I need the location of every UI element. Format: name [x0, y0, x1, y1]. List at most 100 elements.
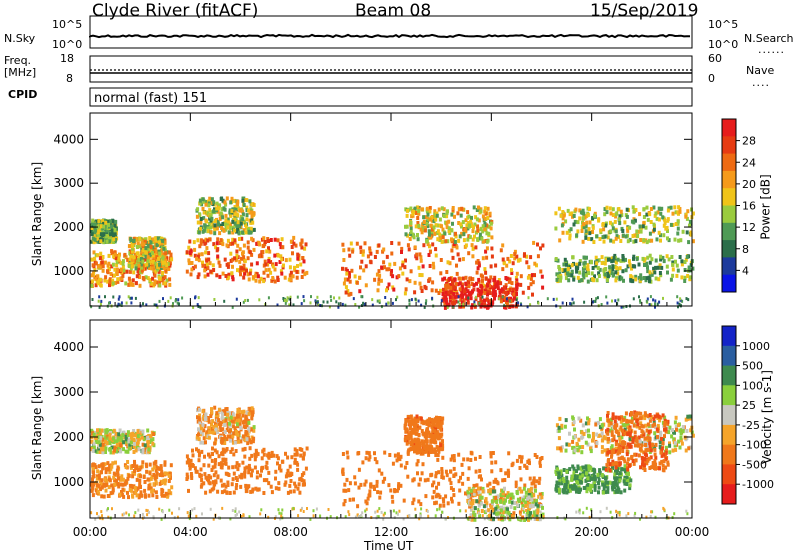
- power-echo-cell: [647, 275, 651, 280]
- nave-label: Nave: [746, 64, 775, 77]
- power-speckle: [687, 298, 690, 302]
- velocity-echo-cell: [187, 488, 190, 493]
- velocity-echo-cell: [120, 492, 124, 497]
- velocity-echo-cell: [135, 477, 139, 482]
- velocity-echo-cell: [417, 438, 421, 443]
- power-echo-cell: [591, 216, 595, 220]
- power-echo-cell: [159, 241, 163, 246]
- power-colorbar-tick-label: 4: [742, 264, 749, 277]
- velocity-echo-cell: [94, 480, 98, 485]
- power-echo-cell: [138, 275, 142, 279]
- velocity-echo-cell: [344, 488, 348, 493]
- power-echo-cell: [477, 277, 481, 282]
- velocity-echo-cell: [247, 412, 251, 417]
- power-echo-cell: [226, 238, 230, 243]
- power-echo-cell: [170, 257, 174, 262]
- power-echo-cell: [556, 274, 560, 279]
- velocity-echo-cell: [191, 448, 194, 453]
- power-echo-cell: [267, 246, 270, 251]
- power-echo-cell: [134, 263, 138, 268]
- power-echo-cell: [600, 255, 604, 260]
- nsearch-tick-top: 10^5: [708, 18, 739, 31]
- velocity-echo-cell: [435, 416, 439, 420]
- power-echo-cell: [644, 225, 648, 230]
- power-echo-cell: [485, 297, 489, 302]
- power-echo-cell: [238, 259, 242, 264]
- power-echo-cell: [221, 215, 225, 220]
- power-echo-cell: [416, 237, 420, 242]
- velocity-echo-cell: [262, 452, 266, 457]
- power-echo-cell: [134, 266, 138, 271]
- velocity-echo-cell: [419, 502, 423, 507]
- velocity-echo-cell: [213, 421, 217, 426]
- power-echo-cell: [464, 275, 468, 280]
- velocity-echo-cell: [503, 486, 506, 491]
- velocity-echo-cell: [274, 476, 277, 481]
- velocity-echo-cell: [434, 474, 438, 479]
- power-echo-cell: [581, 239, 585, 244]
- velocity-echo-cell: [267, 454, 271, 459]
- power-echo-cell: [470, 224, 474, 228]
- power-speckle: [600, 303, 603, 306]
- power-echo-cell: [251, 220, 255, 225]
- power-echo-cell: [209, 269, 213, 274]
- power-echo-cell: [348, 274, 351, 279]
- power-echo-cell: [102, 224, 106, 229]
- power-echo-cell: [468, 235, 472, 240]
- velocity-echo-cell: [231, 440, 235, 445]
- power-echo-cell: [229, 241, 233, 246]
- power-speckle: [378, 299, 381, 303]
- power-echo-cell: [642, 238, 646, 243]
- power-echo-cell: [485, 246, 489, 251]
- power-echo-cell: [250, 218, 254, 223]
- power-echo-cell: [292, 241, 296, 246]
- power-echo-cell: [202, 210, 206, 215]
- velocity-echo-cell: [228, 411, 231, 416]
- velocity-echo-cell: [427, 452, 431, 457]
- velocity-echo-cell: [122, 440, 126, 445]
- velocity-echo-cell: [245, 423, 249, 428]
- power-echo-cell: [240, 266, 244, 271]
- velocity-echo-cell: [466, 489, 470, 494]
- power-echo-cell: [208, 208, 212, 213]
- velocity-echo-cell: [119, 443, 123, 448]
- power-speckle: [679, 297, 682, 301]
- velocity-echo-cell: [613, 475, 617, 480]
- power-echo-cell: [137, 266, 141, 271]
- power-echo-cell: [295, 269, 299, 274]
- power-echo-cell: [555, 277, 559, 282]
- power-echo-cell: [229, 251, 233, 256]
- velocity-echo-cell: [364, 456, 368, 461]
- power-echo-cell: [509, 299, 513, 304]
- power-echo-cell: [691, 239, 695, 244]
- power-echo-cell: [279, 245, 283, 250]
- velocity-echo-cell: [223, 441, 227, 445]
- velocity-echo-cell: [518, 486, 522, 491]
- power-echo-cell: [480, 289, 483, 294]
- velocity-echo-cell: [513, 506, 517, 511]
- power-echo-cell: [218, 274, 222, 279]
- power-echo-cell: [688, 268, 692, 273]
- power-echo-cell: [113, 232, 117, 237]
- power-echo-cell: [358, 289, 362, 294]
- power-echo-cell: [559, 278, 562, 283]
- power-echo-cell: [115, 267, 119, 272]
- power-echo-cell: [203, 268, 207, 273]
- velocity-echo-cell: [416, 417, 420, 422]
- velocity-echo-cell: [91, 493, 95, 498]
- power-echo-cell: [91, 263, 95, 268]
- velocity-echo-cell: [519, 489, 523, 494]
- power-echo-cell: [560, 223, 564, 228]
- power-echo-cell: [136, 241, 140, 246]
- power-echo-cell: [460, 282, 464, 287]
- power-echo-cell: [212, 268, 216, 272]
- power-echo-cell: [401, 260, 405, 265]
- velocity-echo-cell: [348, 481, 352, 486]
- velocity-echo-cell: [111, 485, 115, 490]
- power-echo-cell: [107, 222, 110, 227]
- power-echo-cell: [218, 223, 222, 228]
- power-echo-cell: [426, 212, 430, 217]
- velocity-echo-cell: [116, 435, 120, 440]
- power-echo-cell: [198, 244, 202, 249]
- power-speckle: [302, 295, 305, 299]
